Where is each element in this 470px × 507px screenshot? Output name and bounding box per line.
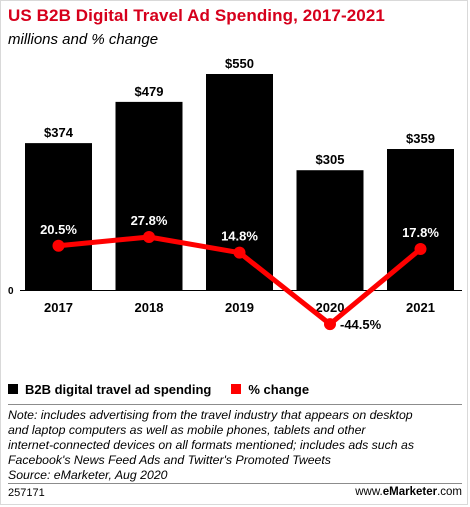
legend-item-spending: B2B digital travel ad spending: [8, 382, 211, 397]
brand-suffix: .com: [437, 486, 462, 498]
legend: B2B digital travel ad spending % change: [8, 380, 329, 398]
bar-value-label: $479: [135, 84, 164, 99]
x-tick-label: 2017: [44, 300, 73, 315]
x-tick-label: 2018: [135, 300, 164, 315]
chart-subtitle: millions and % change: [8, 31, 159, 48]
bar: [25, 143, 92, 290]
brand-link[interactable]: www.eMarketer.com: [355, 486, 462, 498]
change-point: [233, 246, 246, 259]
note-line: Note: includes advertising from the trav…: [8, 408, 413, 422]
legend-label-spending: B2B digital travel ad spending: [25, 381, 212, 397]
x-tick-label: 2020: [316, 300, 345, 315]
change-point: [52, 239, 65, 252]
bar-value-label: $374: [44, 125, 74, 140]
bar-value-label: $305: [316, 152, 345, 167]
note-line: Facebook's News Feed Ads and Twitter's P…: [8, 453, 331, 467]
bar: [296, 170, 364, 290]
bar-value-label: $359: [406, 131, 435, 146]
change-value-label: 17.8%: [402, 225, 439, 240]
chart-note: Note: includes advertising from the trav…: [8, 408, 464, 483]
x-tick-label: 2019: [225, 300, 254, 315]
legend-swatch-spending: [8, 384, 18, 394]
bar: [115, 101, 183, 290]
note-line: internet-connected devices on all format…: [8, 438, 415, 452]
change-point: [324, 318, 336, 331]
brand-prefix: www.: [355, 486, 383, 498]
chart-title: US B2B Digital Travel Ad Spending, 2017-…: [8, 6, 385, 25]
brand-name: eMarketer: [382, 486, 438, 498]
footer-divider: [8, 483, 462, 484]
legend-label-change: % change: [248, 381, 310, 397]
change-value-label: 14.8%: [221, 229, 258, 244]
change-value-label: -44.5%: [340, 317, 382, 332]
source-line: Source: eMarketer, Aug 2020: [8, 468, 168, 482]
chart-id: 257171: [8, 487, 45, 499]
note-divider: [8, 404, 462, 405]
legend-item-change: % change: [231, 382, 309, 397]
change-value-label: 27.8%: [131, 213, 168, 228]
chart-plot: $374 2017 $479 2018 $550 2019 $305 2020 $359 2021…: [8, 56, 462, 332]
bar-value-label: $550: [225, 56, 254, 71]
legend-swatch-change: [231, 384, 242, 394]
x-tick-label: 2021: [406, 300, 435, 315]
change-point: [414, 243, 427, 256]
change-point: [143, 231, 155, 244]
y-zero-label: 0: [8, 286, 14, 297]
note-line: and laptop computers as well as mobile p…: [8, 423, 366, 437]
change-value-label: 20.5%: [40, 222, 77, 237]
